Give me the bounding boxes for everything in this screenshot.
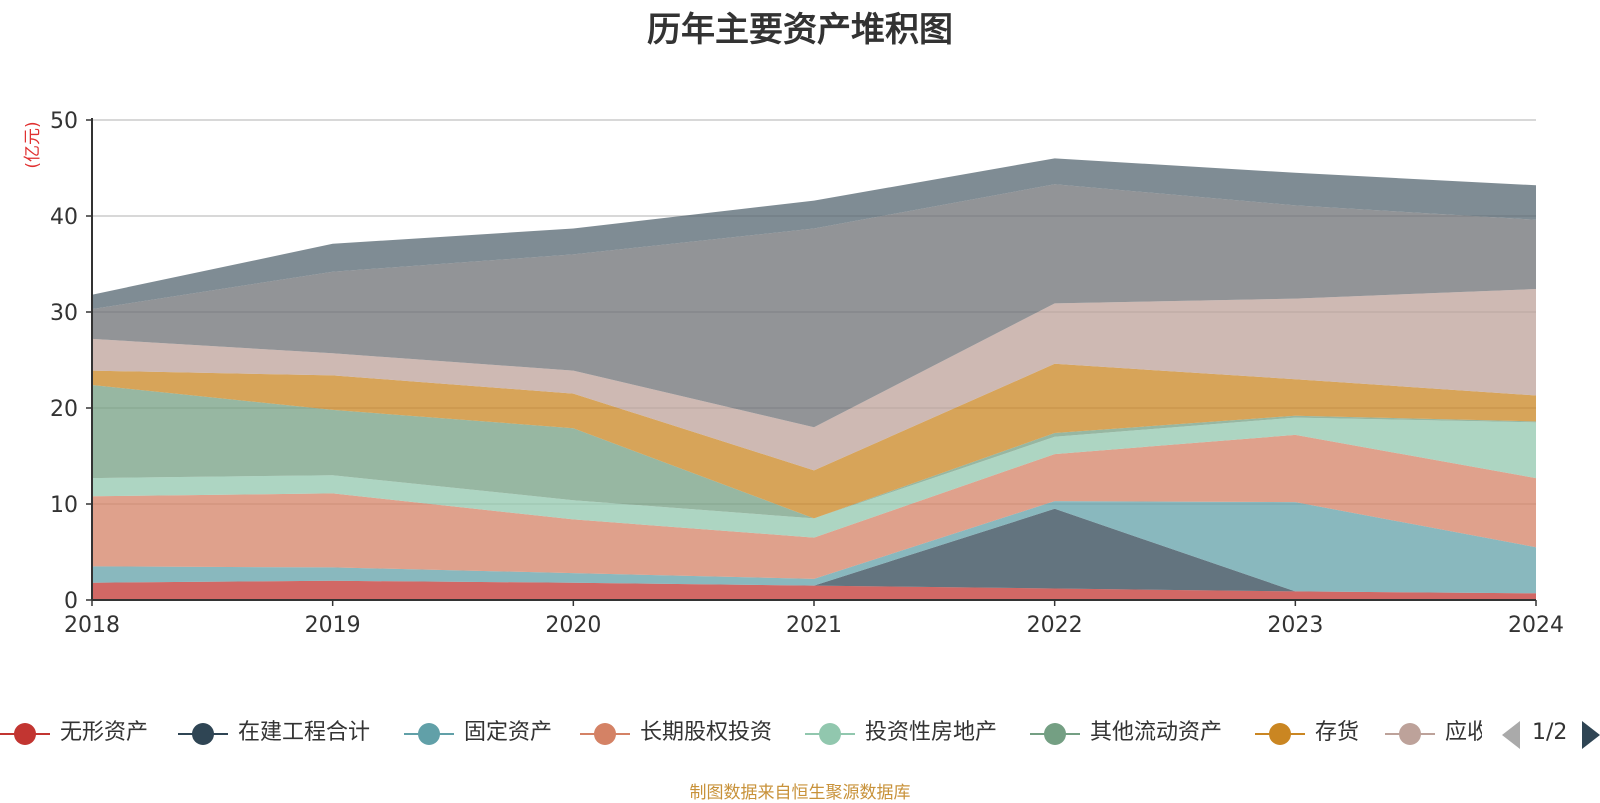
legend-circle-icon	[192, 723, 214, 745]
legend-label: 无形资产	[60, 720, 149, 745]
legend-pager: 1/2	[1500, 712, 1600, 756]
legend-label: 长期股权投资	[640, 720, 773, 745]
pager-prev-icon[interactable]	[1502, 721, 1520, 749]
y-tick-label: 10	[50, 493, 78, 518]
legend-circle-icon	[418, 723, 440, 745]
y-tick-label: 0	[64, 589, 78, 614]
x-tick-label: 2022	[1027, 613, 1083, 638]
pager-next-icon[interactable]	[1582, 721, 1600, 749]
legend: 无形资产 在建工程合计 固定资产 长期股权投资 投资性房地产 其他流动资产 存货 应收	[0, 712, 1600, 756]
stacked-areas	[92, 158, 1536, 600]
y-tick-label: 30	[50, 301, 78, 326]
y-axis-label: (亿元)	[23, 121, 43, 168]
area-series-1	[92, 508, 1536, 594]
area-series-6	[92, 363, 1536, 519]
legend-item[interactable]: 无形资产	[0, 712, 172, 756]
legend-label: 固定资产	[464, 720, 553, 745]
area-series-4	[92, 417, 1536, 538]
legend-label: 存货	[1315, 720, 1360, 745]
legend-circle-icon	[594, 723, 616, 745]
legend-item[interactable]: 应收	[1385, 712, 1482, 756]
pager-text: 1/2	[1532, 720, 1568, 745]
axes: 0 10 20 30 40 50 2018 2019 2020 2021 2022 2023 2024 (…	[23, 109, 1564, 638]
y-tick-label: 50	[50, 109, 78, 134]
legend-item[interactable]: 长期股权投资	[580, 712, 800, 756]
x-tick-label: 2018	[64, 613, 120, 638]
legend-item[interactable]: 投资性房地产	[805, 712, 1025, 756]
legend-label: 应收	[1445, 720, 1482, 745]
area-series-8	[92, 184, 1536, 428]
x-tick-label: 2020	[545, 613, 601, 638]
y-tick-label: 40	[50, 205, 78, 230]
legend-label: 在建工程合计	[238, 720, 371, 745]
source-note: 制图数据来自恒生聚源数据库	[689, 783, 911, 803]
x-tick-label: 2019	[305, 613, 361, 638]
x-tick-label: 2021	[786, 613, 842, 638]
legend-circle-icon	[1044, 723, 1066, 745]
chart-title: 历年主要资产堆积图	[647, 10, 953, 50]
legend-circle-icon	[1269, 723, 1291, 745]
legend-circle-icon	[14, 723, 36, 745]
area-series-0	[92, 580, 1536, 600]
legend-item[interactable]: 其他流动资产	[1030, 712, 1250, 756]
legend-label: 其他流动资产	[1090, 720, 1223, 745]
legend-circle-icon	[819, 723, 841, 745]
legend-circle-icon	[1399, 723, 1421, 745]
area-series-5	[92, 385, 1536, 519]
x-tick-label: 2023	[1267, 613, 1323, 638]
legend-label: 投资性房地产	[865, 720, 998, 745]
x-tick-label: 2024	[1508, 613, 1564, 638]
legend-item[interactable]: 固定资产	[404, 712, 574, 756]
area-series-3	[92, 434, 1536, 579]
y-tick-label: 20	[50, 397, 78, 422]
area-series-7	[92, 289, 1536, 471]
legend-item[interactable]: 存货	[1255, 712, 1380, 756]
legend-item[interactable]: 在建工程合计	[178, 712, 398, 756]
